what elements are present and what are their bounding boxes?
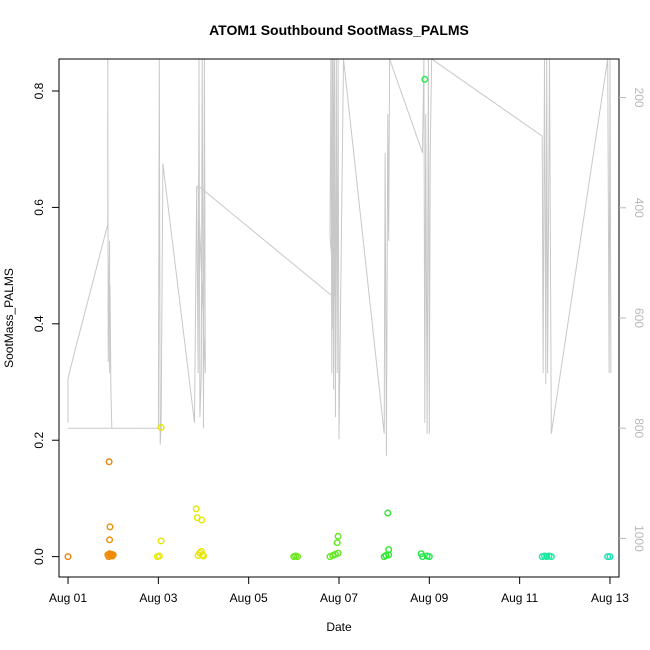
x-axis: Aug 01 Aug 03 Aug 05 Aug 07 Aug 09 Aug 11 Aug … <box>49 577 629 605</box>
x-tick-label: Aug 07 <box>320 591 358 605</box>
data-point <box>106 536 114 544</box>
y2-tick-label: 600 <box>632 308 646 328</box>
data-point <box>334 549 342 557</box>
y-tick-label: 0.0 <box>32 548 46 565</box>
y2-tick-label: 400 <box>632 198 646 218</box>
right-series-polyline <box>67 58 612 456</box>
y2-tick-label: 200 <box>632 88 646 108</box>
data-point <box>421 75 429 83</box>
data-point <box>385 551 393 559</box>
right-series-line <box>67 58 612 456</box>
chart-title: ATOM1 Southbound SootMass_PALMS <box>209 22 469 38</box>
y-tick-label: 0.4 <box>32 315 46 332</box>
x-tick-label: Aug 01 <box>49 591 87 605</box>
x-tick-label: Aug 09 <box>410 591 448 605</box>
data-point <box>384 509 392 517</box>
data-point <box>109 551 117 559</box>
data-point <box>604 553 612 561</box>
y2-tick-label: 1000 <box>632 525 646 552</box>
x-tick-label: Aug 05 <box>230 591 268 605</box>
y-axis-right: 200 400 600 800 1000 <box>619 88 646 552</box>
y-axis-label: SootMass_PALMS <box>2 268 16 368</box>
data-point <box>333 539 341 547</box>
x-tick-label: Aug 03 <box>139 591 177 605</box>
data-point <box>64 553 72 561</box>
y-axis-left: 0.0 0.2 0.4 0.6 0.8 <box>32 82 59 565</box>
data-point <box>157 423 165 431</box>
data-point <box>192 505 200 513</box>
data-point <box>105 458 113 466</box>
y-tick-label: 0.8 <box>32 82 46 99</box>
data-point <box>606 553 614 561</box>
data-point <box>106 523 114 531</box>
scatter-points <box>64 75 614 561</box>
x-axis-label: Date <box>326 620 352 634</box>
data-point <box>547 553 555 561</box>
data-point <box>419 553 427 561</box>
x-tick-label: Aug 13 <box>591 591 629 605</box>
data-point <box>198 516 206 524</box>
y-tick-label: 0.2 <box>32 432 46 449</box>
data-point <box>157 537 165 545</box>
data-point <box>294 553 302 561</box>
data-point <box>155 552 163 560</box>
x-tick-label: Aug 11 <box>501 591 538 605</box>
data-point <box>199 552 207 560</box>
y2-tick-label: 800 <box>632 418 646 438</box>
y-tick-label: 0.6 <box>32 199 46 216</box>
data-point <box>425 553 433 561</box>
data-point <box>334 532 342 540</box>
